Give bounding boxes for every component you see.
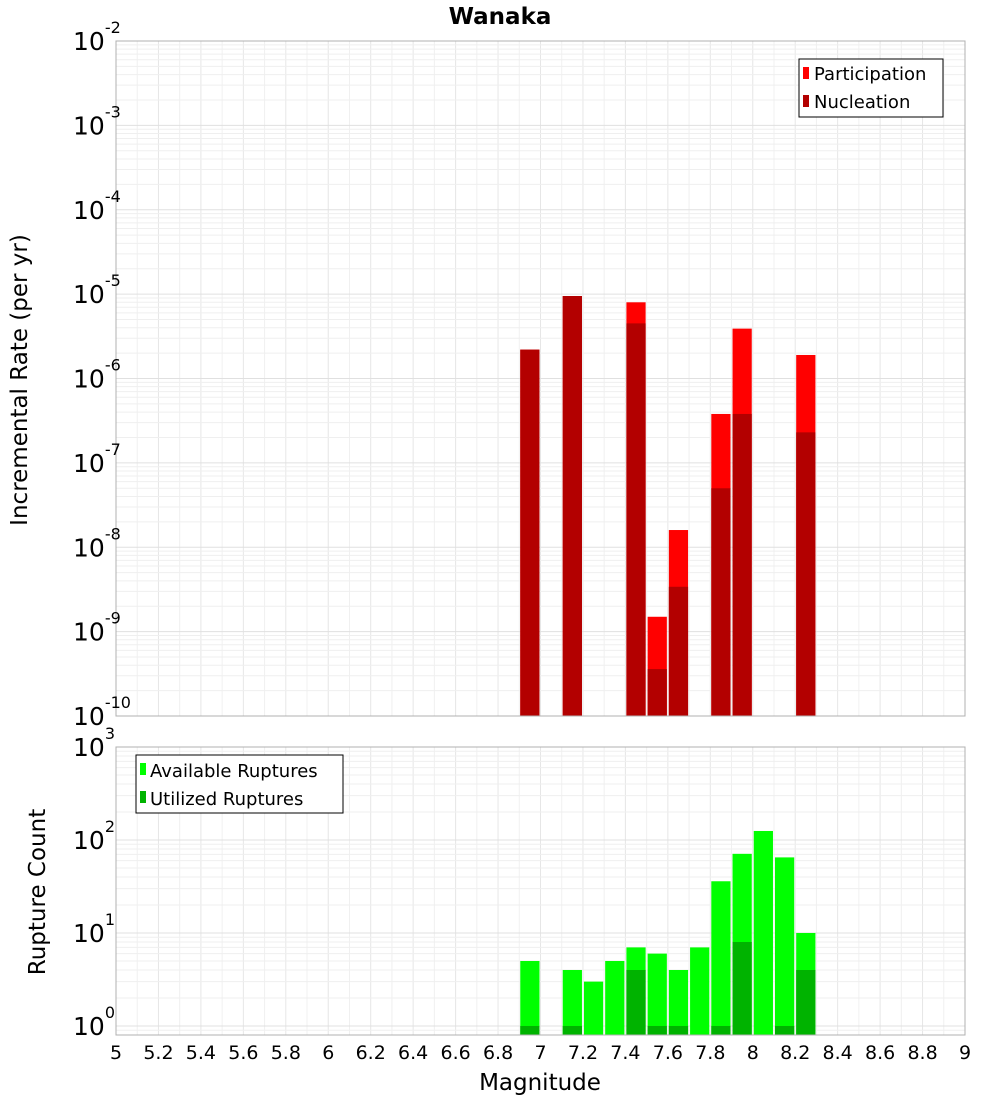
- available-ruptures-bar: [668, 969, 689, 1035]
- nucleation-bar: [626, 323, 646, 716]
- x-tick-label: 6.2: [356, 1042, 386, 1064]
- y-tick-exponent: 1: [105, 910, 115, 929]
- y-tick-label: 10-3: [73, 102, 121, 140]
- legend-label-utilized-ruptures: Utilized Ruptures: [150, 789, 303, 810]
- y-tick-exponent: 0: [105, 1003, 115, 1022]
- y-tick-label: 10-9: [73, 609, 121, 647]
- x-tick-label: 5.2: [143, 1042, 173, 1064]
- y-tick-exponent: -3: [105, 102, 121, 121]
- available-ruptures-bar: [753, 830, 773, 1035]
- legend-label-nucleation: Nucleation: [814, 92, 910, 113]
- nucleation-bar: [711, 488, 731, 716]
- y-tick-exponent: -8: [105, 524, 121, 543]
- x-tick-label: 5: [110, 1042, 122, 1064]
- nucleation-bar: [732, 413, 752, 716]
- bottom-plot-border: [115, 746, 966, 1036]
- y-tick-exponent: -6: [105, 356, 121, 375]
- available-ruptures-bar: [647, 953, 667, 1035]
- x-tick-label: 7: [534, 1042, 546, 1064]
- available-ruptures-bar: [605, 960, 625, 1035]
- x-tick-label: 8: [747, 1042, 759, 1064]
- nucleation-bar: [796, 432, 816, 716]
- utilized-ruptures-bar: [647, 1025, 667, 1035]
- y-tick-label: 10-8: [73, 524, 121, 562]
- x-tick-label: 8.2: [780, 1042, 810, 1064]
- x-tick-label: 6.8: [483, 1042, 513, 1064]
- top-gridlines: [115, 40, 966, 717]
- top-panel: 10-210-310-410-510-610-710-810-910-10 In…: [7, 18, 966, 731]
- available-ruptures-bar: [774, 857, 795, 1035]
- utilized-ruptures-bar: [796, 969, 816, 1035]
- x-tick-label: 9: [959, 1042, 971, 1064]
- y-tick-label: 10-4: [73, 187, 121, 225]
- bottom-panel: 1 0 3 102 101 100 5 5.2 5.4 5.6 5.8 6 6.2 6.4 6.6 6.8 7…: [25, 724, 971, 1096]
- top-bars: [520, 296, 816, 716]
- x-tick-label: 8.6: [865, 1042, 895, 1064]
- y-tick-exponent: -4: [105, 187, 121, 206]
- x-tick-label: 5.8: [271, 1042, 301, 1064]
- top-plot-border: [115, 40, 966, 717]
- x-ticks: 5 5.2 5.4 5.6 5.8 6 6.2 6.4 6.6 6.8 7 7.2 7.4 7.6 7.8 8…: [110, 1042, 971, 1064]
- bottom-bars: [520, 830, 816, 1035]
- x-tick-label: 8.8: [907, 1042, 937, 1064]
- y-tick-label: 10-7: [73, 440, 121, 478]
- utilized-ruptures-bar: [732, 942, 752, 1035]
- available-ruptures-bar: [520, 960, 540, 1035]
- top-legend: Participation Nucleation: [798, 58, 944, 118]
- x-tick-label: 7.4: [610, 1042, 640, 1064]
- y-tick-exponent: 2: [105, 817, 115, 836]
- bottom-y-axis-label: Rupture Count: [25, 809, 51, 975]
- bottom-y-ticks: 1 0 3 102 101 100: [73, 724, 115, 1041]
- y-tick-label: 10-5: [73, 271, 121, 309]
- bottom-legend: Available Ruptures Utilized Ruptures: [135, 754, 344, 814]
- nucleation-bar: [520, 349, 540, 716]
- available-ruptures-bar: [711, 881, 731, 1035]
- nucleation-bar: [562, 296, 582, 716]
- y-tick-label: 100: [73, 1003, 115, 1041]
- y-tick-exponent: -2: [105, 18, 121, 37]
- x-axis-label: Magnitude: [479, 1070, 601, 1096]
- y-tick-exponent: -9: [105, 609, 121, 628]
- utilized-ruptures-bar: [562, 1025, 582, 1035]
- available-ruptures-bar: [690, 947, 710, 1035]
- legend-swatch-available-ruptures: [140, 763, 146, 775]
- nucleation-bar: [668, 586, 689, 716]
- utilized-ruptures-bar: [668, 1025, 689, 1035]
- x-tick-label: 6.6: [440, 1042, 470, 1064]
- utilized-ruptures-bar: [626, 969, 646, 1035]
- x-tick-label: 7.6: [653, 1042, 683, 1064]
- utilized-ruptures-bar: [711, 1025, 731, 1035]
- y-tick-exponent: 3: [105, 724, 115, 743]
- y-tick-exponent: -5: [105, 271, 121, 290]
- utilized-ruptures-bar: [520, 1025, 540, 1035]
- nucleation-bar: [647, 669, 667, 716]
- y-tick-label: 102: [73, 817, 115, 855]
- y-tick-label: 10-6: [73, 356, 121, 394]
- chart-title: Wanaka: [449, 4, 552, 30]
- available-ruptures-bar: [562, 969, 582, 1035]
- legend-swatch-utilized-ruptures: [140, 791, 146, 803]
- y-tick-exponent: -10: [105, 693, 131, 712]
- legend-swatch-participation: [803, 67, 809, 79]
- legend-swatch-nucleation: [803, 95, 809, 107]
- x-tick-label: 8.4: [823, 1042, 853, 1064]
- x-tick-label: 6.4: [398, 1042, 428, 1064]
- bottom-legend-box: [135, 754, 344, 814]
- legend-label-available-ruptures: Available Ruptures: [150, 761, 318, 782]
- utilized-ruptures-bar: [774, 1025, 795, 1035]
- available-ruptures-bar: [583, 981, 604, 1035]
- y-tick-label: 10-2: [73, 18, 121, 56]
- x-tick-label: 7.8: [695, 1042, 725, 1064]
- x-tick-label: 5.6: [228, 1042, 258, 1064]
- x-tick-label: 6: [322, 1042, 334, 1064]
- x-tick-label: 5.4: [186, 1042, 216, 1064]
- top-y-axis-label: Incremental Rate (per yr): [7, 234, 33, 526]
- y-tick-label: 101: [73, 910, 115, 948]
- x-tick-label: 7.2: [568, 1042, 598, 1064]
- y-tick-exponent: -7: [105, 440, 121, 459]
- legend-label-participation: Participation: [814, 64, 926, 85]
- top-legend-box: [798, 58, 944, 118]
